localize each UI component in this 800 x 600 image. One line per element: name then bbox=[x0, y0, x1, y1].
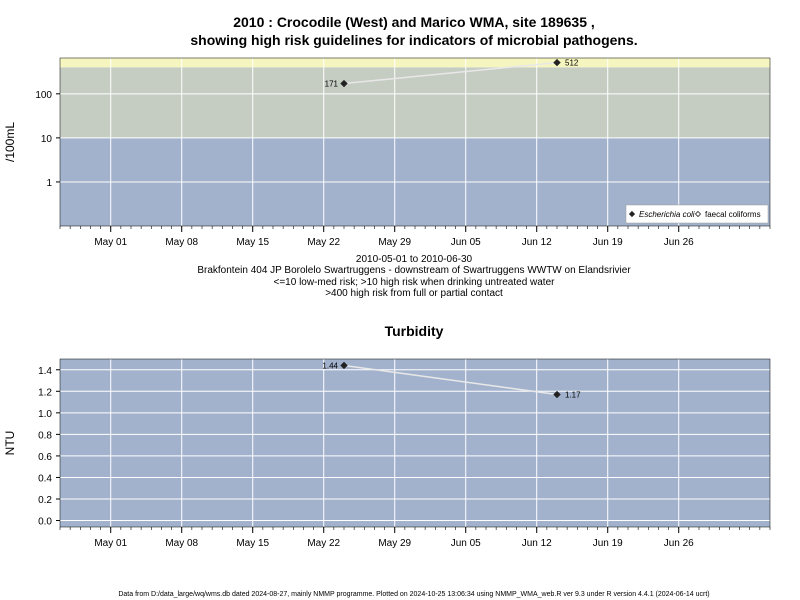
plot-frame bbox=[59, 358, 771, 528]
data-label: 1.44 bbox=[322, 361, 338, 370]
caption-site: Brakfontein 404 JP Borolelo Swartruggens… bbox=[197, 265, 631, 276]
y-tick-label: 100 bbox=[35, 90, 52, 101]
microbial-chart: 1 10 100 May 01 May 08 May 15 May 22 May 29 Jun … bbox=[3, 57, 771, 248]
x-tick-label: Jun 19 bbox=[593, 237, 623, 248]
legend-marker bbox=[628, 210, 636, 218]
risk-band-1 bbox=[60, 67, 770, 138]
x-tick-label: Jun 12 bbox=[522, 538, 552, 549]
y-tick-label: 0.2 bbox=[38, 495, 52, 506]
x-tick-label: May 01 bbox=[94, 237, 127, 248]
legend-entry: Escherichia coli bbox=[639, 210, 695, 219]
turbidity-chart: 0.0 0.2 0.4 0.6 0.8 1.0 1.2 1.4 May 01 May 08 May … bbox=[3, 358, 771, 549]
data-point bbox=[340, 79, 348, 88]
x-tick-label: May 08 bbox=[165, 538, 198, 549]
caption-guideline-contact: >400 high risk from full or partial cont… bbox=[325, 288, 503, 299]
y-tick-label: 1.2 bbox=[38, 387, 52, 398]
risk-band-2 bbox=[60, 58, 770, 68]
y-tick-label: 1.4 bbox=[38, 366, 52, 377]
data-label: 512 bbox=[565, 59, 579, 68]
legend-entry: faecal coliforms bbox=[705, 210, 761, 219]
chart-title-line-1: 2010 : Crocodile (West) and Marico WMA, … bbox=[233, 14, 595, 30]
x-tick-label: May 15 bbox=[236, 538, 269, 549]
y-tick-label: 10 bbox=[41, 134, 53, 145]
x-tick-label: May 22 bbox=[307, 237, 340, 248]
data-point bbox=[340, 361, 348, 370]
x-tick-label: May 01 bbox=[94, 538, 127, 549]
data-label: 171 bbox=[325, 80, 339, 89]
x-tick-label: May 22 bbox=[307, 538, 340, 549]
x-tick-label: Jun 26 bbox=[664, 538, 694, 549]
y-tick-label: 0.0 bbox=[38, 517, 52, 528]
footer-note: Data from D:/data_large/wq/wms.db dated … bbox=[118, 591, 709, 598]
legend-marker bbox=[694, 210, 702, 218]
y-tick-label: 0.6 bbox=[38, 452, 52, 463]
data-label: 1.17 bbox=[565, 391, 581, 400]
x-tick-label: May 08 bbox=[165, 237, 198, 248]
x-tick-label: Jun 19 bbox=[593, 538, 623, 549]
y-tick-label: 1.0 bbox=[38, 409, 52, 420]
x-tick-label: Jun 05 bbox=[451, 538, 481, 549]
caption-guideline-drinking: <=10 low-med risk; >10 high risk when dr… bbox=[274, 277, 556, 288]
x-tick-label: Jun 05 bbox=[451, 237, 481, 248]
x-tick-label: May 29 bbox=[378, 538, 411, 549]
y-axis-label: NTU bbox=[3, 431, 17, 456]
chart-title-line-2: showing high risk guidelines for indicat… bbox=[190, 32, 637, 48]
data-point bbox=[553, 390, 561, 399]
plot-background bbox=[60, 359, 770, 527]
y-axis-label: /100mL bbox=[3, 122, 17, 162]
series-line bbox=[343, 61, 558, 85]
data-point bbox=[553, 58, 561, 67]
y-tick-label: 0.8 bbox=[38, 430, 52, 441]
x-tick-label: May 15 bbox=[236, 237, 269, 248]
x-tick-label: May 29 bbox=[378, 237, 411, 248]
caption-date-range: 2010-05-01 to 2010-06-30 bbox=[356, 254, 473, 265]
plot-frame bbox=[59, 57, 771, 227]
legend-box bbox=[625, 204, 769, 224]
y-tick-label: 0.4 bbox=[38, 473, 52, 484]
turbidity-title: Turbidity bbox=[385, 323, 444, 339]
x-tick-label: Jun 12 bbox=[522, 237, 552, 248]
series-line bbox=[343, 364, 558, 396]
x-tick-label: Jun 26 bbox=[664, 237, 694, 248]
y-tick-label: 1 bbox=[46, 178, 52, 189]
